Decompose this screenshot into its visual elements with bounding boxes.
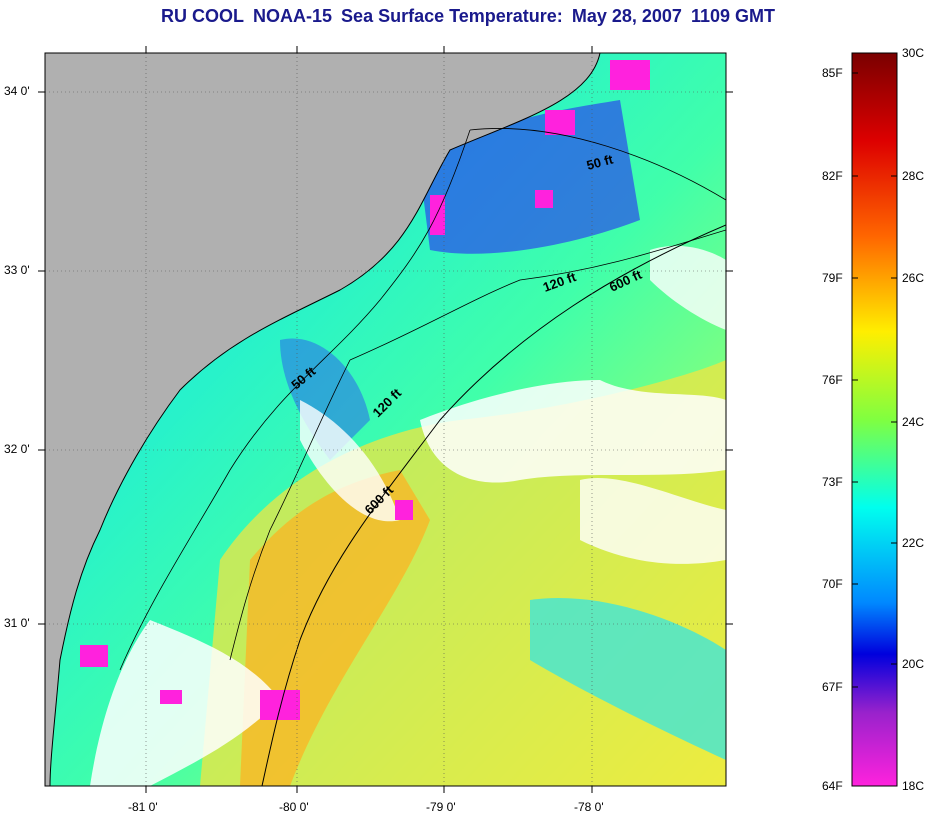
colorbar-c-label: 20C bbox=[902, 657, 925, 671]
cloud-patch bbox=[90, 620, 280, 786]
map-title: RU COOL NOAA-15 Sea Surface Temperature:… bbox=[0, 6, 936, 27]
colorbar-f-label: 79F bbox=[822, 271, 843, 285]
colorbar-frame bbox=[851, 52, 898, 787]
coastline bbox=[49, 53, 601, 786]
cloud-patch bbox=[420, 380, 726, 483]
land-area bbox=[45, 53, 600, 786]
colorbar-f-label: 70F bbox=[822, 577, 843, 591]
lon-label: -80 0' bbox=[279, 800, 309, 814]
isobath-label-50ft-north: 50 ft bbox=[585, 151, 615, 173]
isobath-50ft bbox=[119, 128, 726, 671]
colorbar-f-label: 73F bbox=[822, 475, 843, 489]
colorbar-f-label: 67F bbox=[822, 680, 843, 694]
cold-patch bbox=[280, 338, 370, 460]
map-plot-area bbox=[45, 53, 726, 786]
lat-label: 33 0' bbox=[4, 263, 30, 277]
colorbar-f-label: 76F bbox=[822, 373, 843, 387]
title-date: May 28, 2007 bbox=[571, 6, 682, 26]
colorbar-c-label: 26C bbox=[902, 271, 925, 285]
lon-label: -78 0' bbox=[574, 800, 604, 814]
colorbar-c-label: 28C bbox=[902, 169, 925, 183]
cold-spots bbox=[80, 60, 650, 720]
colorbar-ticks bbox=[852, 72, 897, 688]
isobath-600ft bbox=[261, 224, 726, 786]
cloud-patch bbox=[300, 400, 400, 522]
title-satellite: NOAA-15 bbox=[253, 6, 333, 26]
title-time: 1109 GMT bbox=[690, 6, 775, 26]
lat-label: 32 0' bbox=[4, 442, 30, 456]
cool-eddy bbox=[530, 598, 726, 760]
map-frame bbox=[44, 52, 727, 787]
axis-ticks bbox=[38, 46, 733, 793]
cloud-patch bbox=[650, 245, 726, 330]
cloud-patch bbox=[580, 477, 726, 564]
isobath-120ft bbox=[229, 229, 726, 661]
title-product: Sea Surface Temperature: bbox=[341, 6, 563, 26]
colorbar-f-label: 85F bbox=[822, 66, 843, 80]
colorbar bbox=[852, 53, 897, 786]
lon-label: -81 0' bbox=[128, 800, 158, 814]
colorbar-c-label: 30C bbox=[902, 46, 925, 60]
colorbar-f-label: 64F bbox=[822, 779, 843, 793]
colorbar-f-label: 82F bbox=[822, 169, 843, 183]
lat-label: 31 0' bbox=[4, 616, 30, 630]
lat-lon-grid bbox=[45, 53, 726, 786]
colorbar-c-label: 24C bbox=[902, 415, 925, 429]
colorbar-c-label: 22C bbox=[902, 536, 925, 550]
lon-label: -79 0' bbox=[426, 800, 456, 814]
colorbar-c-label: 18C bbox=[902, 779, 925, 793]
lat-label: 34 0' bbox=[4, 84, 30, 98]
title-org: RU COOL bbox=[161, 6, 244, 26]
